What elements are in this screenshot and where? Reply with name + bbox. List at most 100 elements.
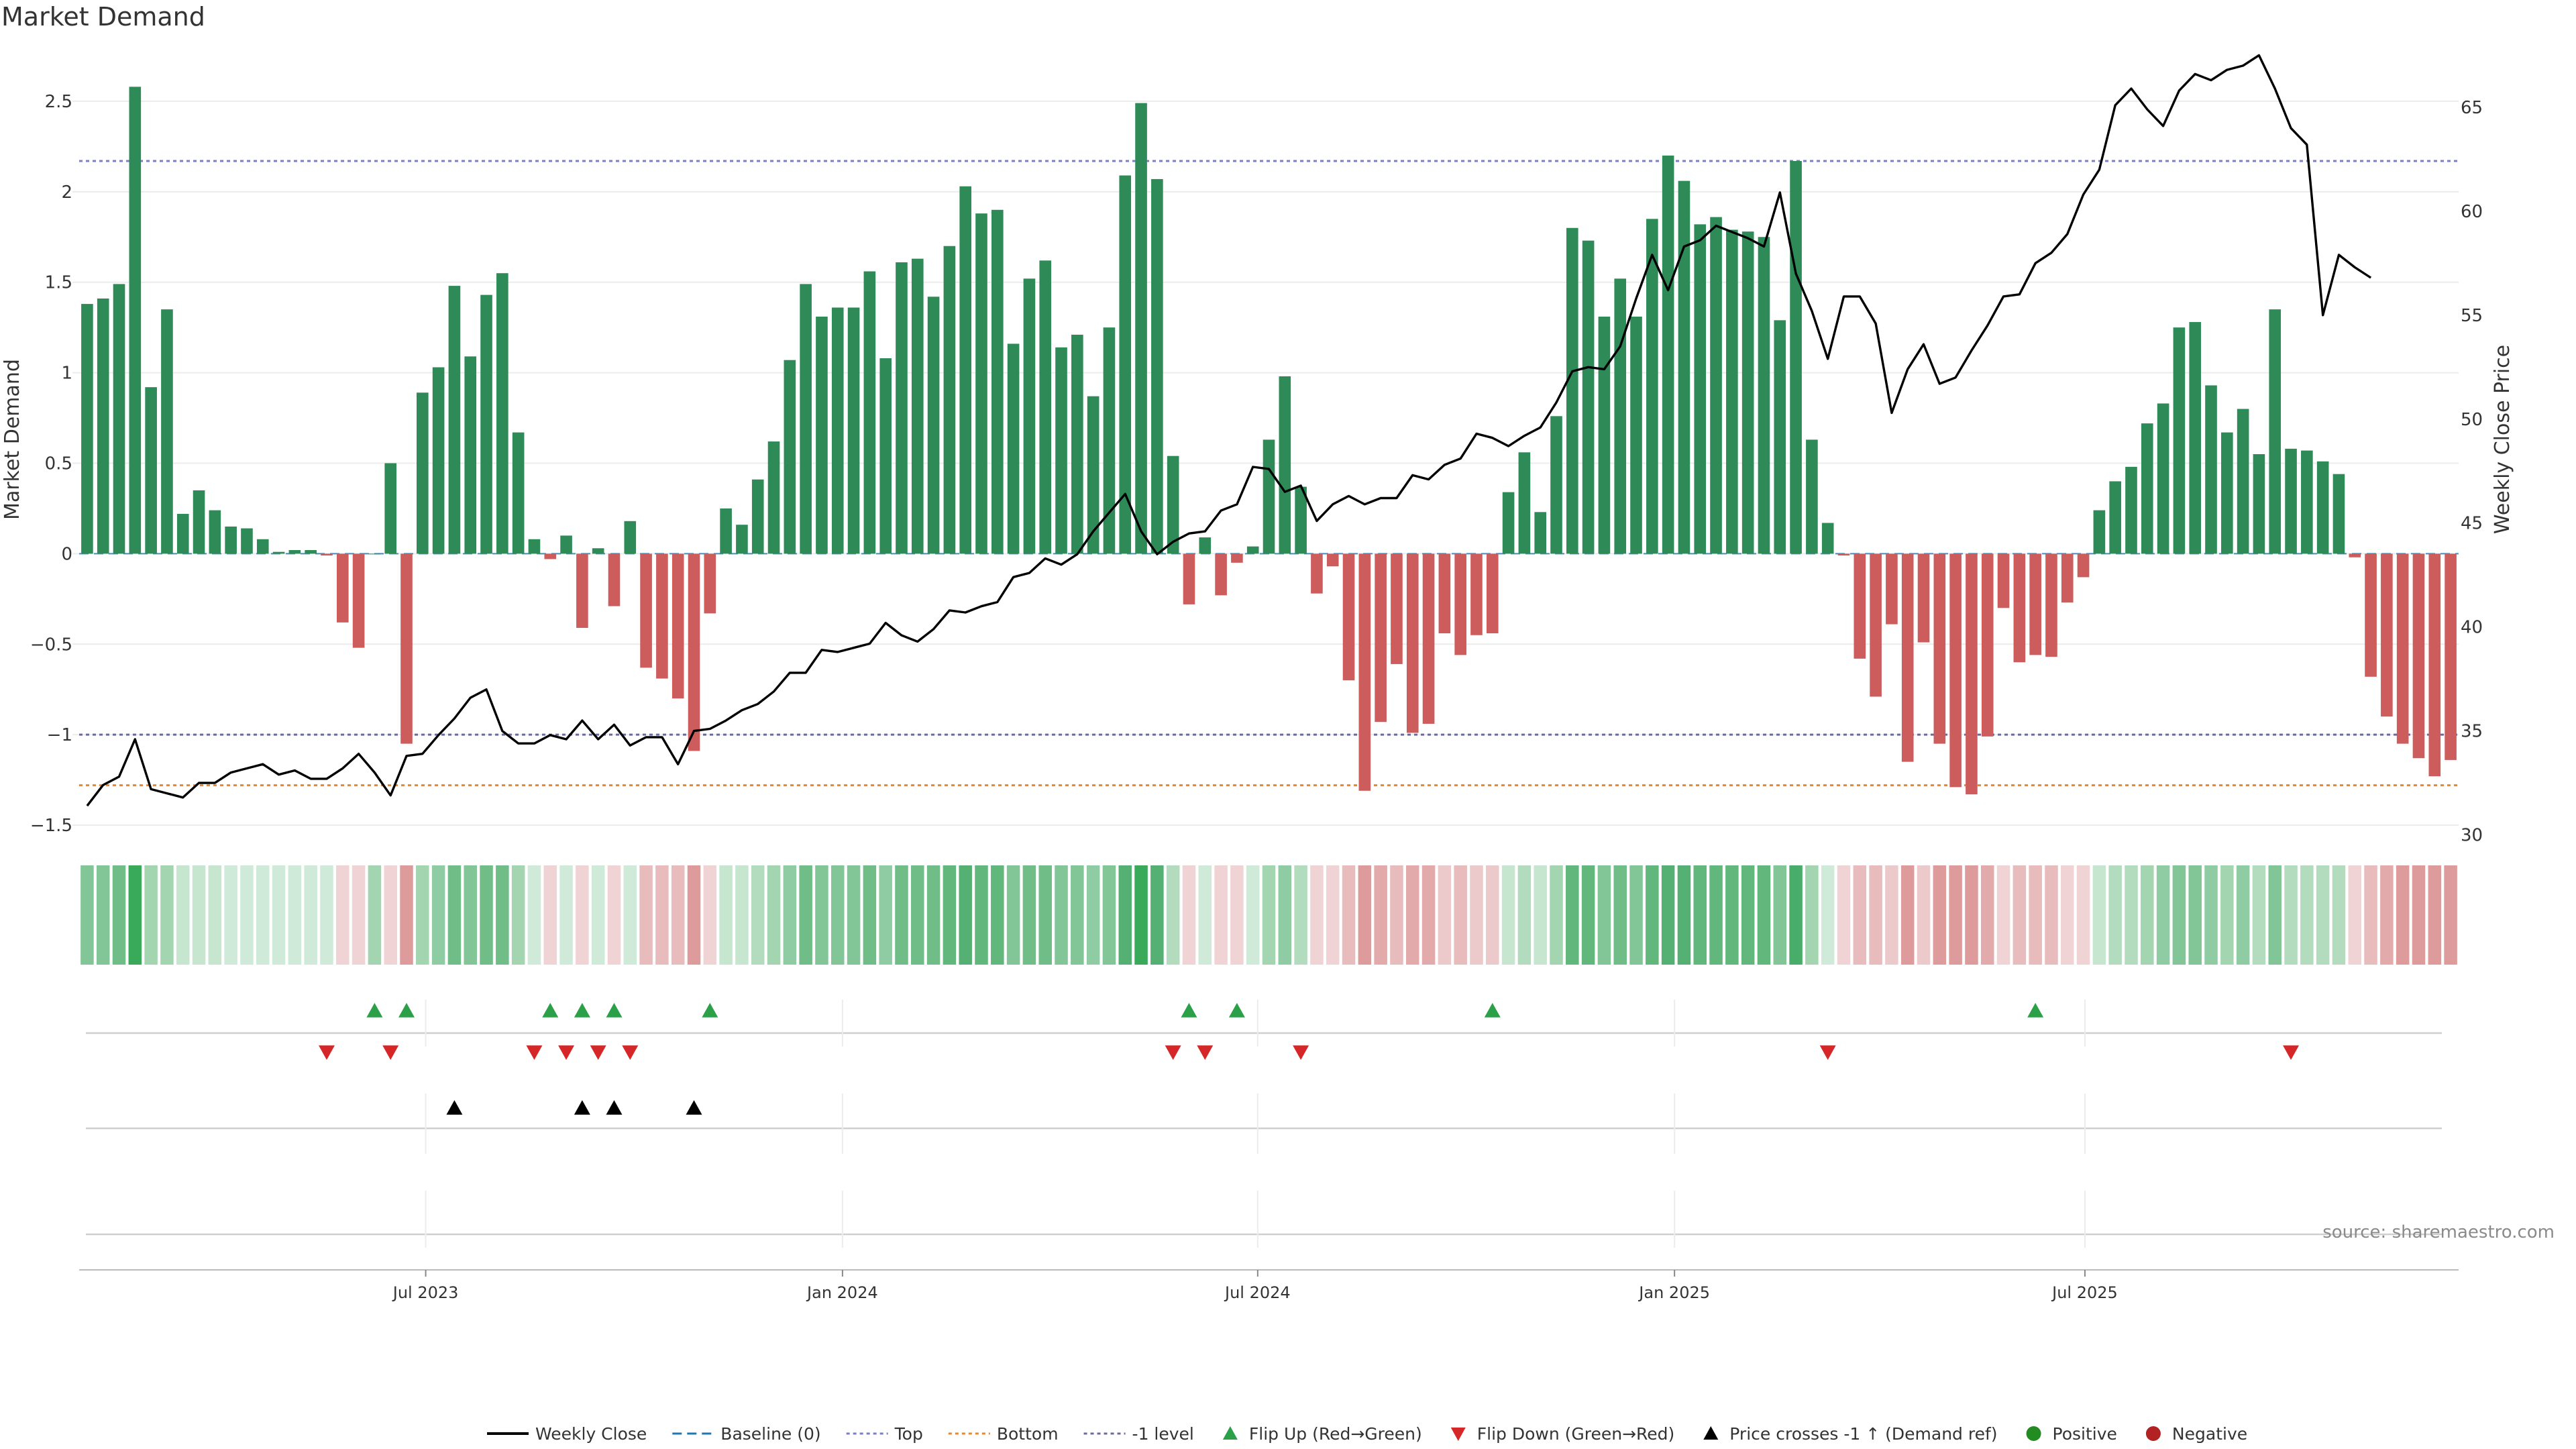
heat-cell <box>767 865 781 965</box>
legend-label: -1 level <box>1132 1424 1194 1444</box>
heat-cell <box>2444 865 2457 965</box>
demand-bar <box>1167 455 1179 554</box>
heat-cell <box>2156 865 2170 965</box>
y2-tick-label: 30 <box>2461 826 2483 846</box>
demand-bar <box>480 294 492 554</box>
heat-cell <box>2284 865 2298 965</box>
demand-bar <box>2077 553 2090 578</box>
demand-bar <box>2237 409 2249 554</box>
demand-bar <box>863 271 876 554</box>
demand-bar <box>2205 385 2217 554</box>
heat-cell <box>2204 865 2218 965</box>
heat-cell <box>1773 865 1787 965</box>
demand-bar <box>2013 553 2026 663</box>
demand-bar <box>2332 474 2345 554</box>
legend-label: Negative <box>2172 1424 2247 1444</box>
heat-cell <box>1246 865 1260 965</box>
demand-bar <box>176 514 189 554</box>
heat-cell <box>975 865 988 965</box>
heat-cell <box>559 865 573 965</box>
heat-cell <box>1757 865 1771 965</box>
flip-up-marker <box>702 1003 718 1018</box>
heat-cell <box>1374 865 1387 965</box>
demand-bar <box>879 358 892 554</box>
demand-bar <box>1917 553 1930 643</box>
demand-bar <box>1854 553 1866 659</box>
demand-bar <box>560 535 572 554</box>
heat-cell <box>240 865 254 965</box>
heat-cell <box>2108 865 2122 965</box>
demand-bar <box>448 286 461 554</box>
legend-item: Price crosses -1 ↑ (Demand ref) <box>1703 1424 1998 1444</box>
demand-bar <box>1486 553 1499 634</box>
heat-cell <box>1071 865 1084 965</box>
heat-cell <box>1102 865 1116 965</box>
heat-cell <box>1326 865 1340 965</box>
heat-cell <box>1646 865 1659 965</box>
heat-cell <box>2236 865 2250 965</box>
legend-swatch <box>1222 1426 1238 1440</box>
heat-cell <box>416 865 429 965</box>
heat-cell <box>1677 865 1691 965</box>
demand-bar <box>1518 452 1531 554</box>
heat-cell <box>2364 865 2377 965</box>
demand-bar <box>288 549 301 554</box>
demand-bar <box>1710 217 1722 554</box>
heat-cell <box>2172 865 2186 965</box>
heat-cell <box>1885 865 1898 965</box>
demand-bar <box>1103 327 1116 554</box>
heat-cell <box>1022 865 1036 965</box>
demand-bar <box>321 553 333 556</box>
heat-cell <box>847 865 861 965</box>
demand-bar <box>1406 553 1419 733</box>
demand-bar <box>896 262 908 554</box>
demand-bar <box>1151 178 1163 554</box>
heat-cell <box>2396 865 2410 965</box>
demand-heat-strip <box>80 865 2457 965</box>
y2-tick-label: 45 <box>2461 514 2483 534</box>
demand-bar <box>2157 403 2169 554</box>
x-tick-label: Jul 2025 <box>2051 1283 2118 1302</box>
y2-tick-label: 50 <box>2461 410 2483 430</box>
price-cross-marker <box>446 1100 463 1115</box>
demand-bar <box>767 441 780 554</box>
heat-cell <box>2220 865 2234 965</box>
heat-cell <box>2300 865 2314 965</box>
price-cross-marker <box>686 1100 702 1115</box>
legend-item: Positive <box>2026 1424 2117 1444</box>
demand-bar <box>1741 231 1754 554</box>
heat-cell <box>1597 865 1611 965</box>
demand-bar <box>1949 553 1962 788</box>
demand-bar <box>1566 227 1578 554</box>
demand-bar <box>1055 347 1067 554</box>
demand-bar <box>129 87 142 554</box>
heat-cell <box>2380 865 2394 965</box>
y-tick-label: −0.5 <box>30 635 72 655</box>
heat-cell <box>304 865 317 965</box>
demand-bar <box>1231 553 1243 563</box>
demand-bar <box>1071 334 1083 554</box>
demand-bar <box>384 463 397 554</box>
demand-bar <box>1790 160 1802 554</box>
heat-cell <box>1006 865 1020 965</box>
heat-cell <box>1405 865 1419 965</box>
y-tick-label: 2.5 <box>45 92 72 112</box>
heat-cell <box>1310 865 1324 965</box>
demand-bar <box>2269 309 2282 554</box>
x-tick-label: Jan 2025 <box>1638 1283 1710 1302</box>
y2-tick-label: 55 <box>2461 306 2483 326</box>
heat-cell <box>2012 865 2027 965</box>
y-tick-label: 1.5 <box>45 273 72 293</box>
demand-bar <box>688 553 700 751</box>
flip-down-marker <box>526 1045 543 1060</box>
flip-down-marker <box>318 1045 335 1060</box>
demand-bar <box>1662 155 1674 554</box>
demand-bar <box>2381 553 2393 717</box>
y-tick-label: 1 <box>61 364 72 384</box>
demand-bar <box>544 553 557 559</box>
demand-bar <box>1023 278 1036 554</box>
heat-cell <box>1933 865 1947 965</box>
demand-bar <box>720 508 732 554</box>
heat-cell <box>288 865 302 965</box>
